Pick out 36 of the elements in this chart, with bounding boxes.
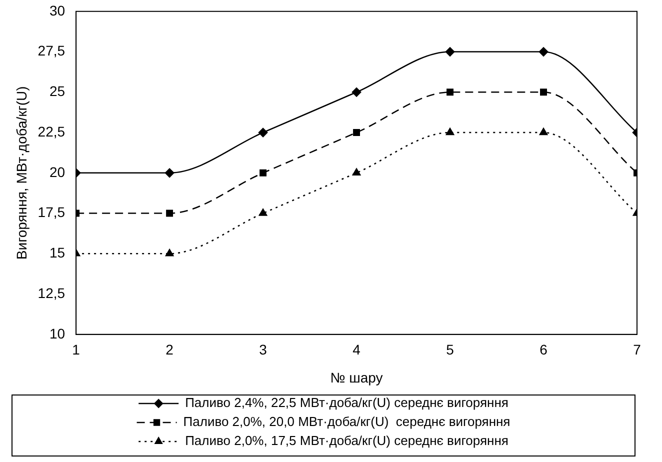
x-tick-label: 3	[259, 342, 268, 358]
y-tick-label: 22,5	[38, 123, 66, 140]
legend-label: Паливо 2,0%, 17,5 МВт·доба/кг(U) середнє вигоряння	[185, 433, 508, 448]
point	[260, 169, 267, 176]
point	[165, 249, 174, 256]
y-axis-title: Вигоряння, МВт·доба/кг(U)	[13, 86, 30, 260]
point	[538, 47, 548, 56]
x-tick-label: 2	[166, 342, 174, 358]
x-tick-label: 1	[72, 342, 80, 358]
x-tick-label: 6	[540, 342, 548, 358]
point	[352, 168, 361, 176]
y-tick-label: 12,5	[38, 284, 66, 301]
y-tick-label: 20	[49, 164, 66, 180]
point	[166, 210, 174, 217]
y-tick-label: 17,5	[38, 204, 66, 220]
point	[445, 47, 455, 56]
point	[258, 128, 268, 138]
x-tick-label: 7	[633, 342, 642, 358]
point	[446, 88, 454, 96]
y-tick-label: 25	[49, 83, 66, 100]
y-tick-label: 30	[49, 2, 66, 18]
legend-label: Паливо 2,4%, 22,5 МВт·доба/кг(U) середнє вигоряння	[185, 395, 508, 410]
x-tick-label: 4	[352, 342, 361, 358]
y-tick-label: 27,5	[38, 42, 66, 59]
y-tick-label: 15	[49, 244, 66, 261]
point	[446, 128, 454, 136]
point	[353, 129, 360, 136]
x-tick-label: 5	[446, 342, 454, 358]
point	[164, 168, 174, 178]
legend-label: Паливо 2,0%, 20,0 МВт·доба/кг(U) середнє вигоряння	[183, 414, 510, 430]
x-axis-title: № шару	[330, 369, 383, 386]
point	[539, 128, 548, 136]
point	[352, 88, 362, 97]
point	[258, 208, 268, 216]
point	[540, 88, 547, 96]
y-tick-label: 10	[49, 325, 66, 342]
